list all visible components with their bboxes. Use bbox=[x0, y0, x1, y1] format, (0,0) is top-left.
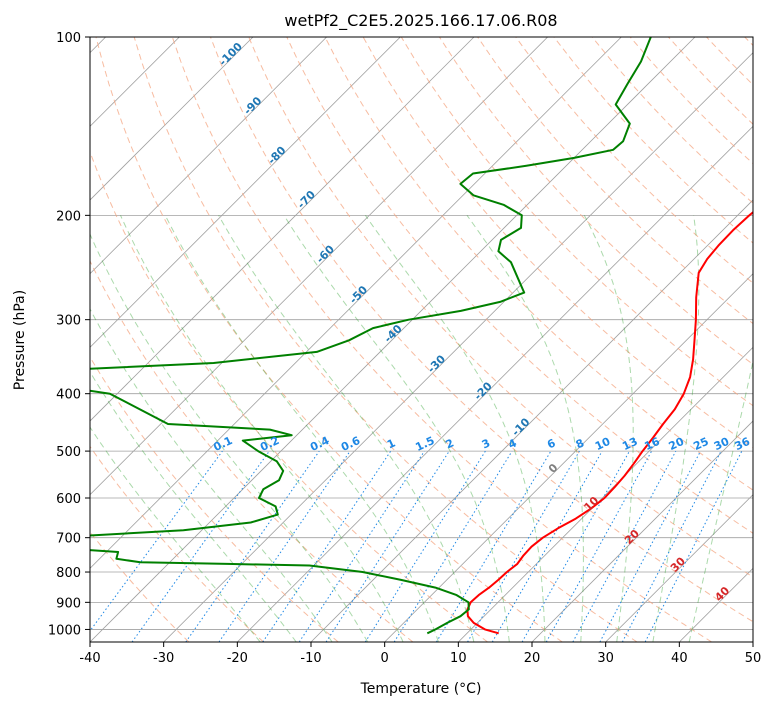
mixing-ratio-line bbox=[325, 450, 450, 642]
dry-adiabat-line bbox=[95, 37, 563, 642]
moist-adiabat-line bbox=[283, 215, 510, 642]
y-tick-label: 200 bbox=[56, 209, 81, 224]
moist-adiabat-line bbox=[164, 215, 439, 642]
isotherm-line bbox=[90, 37, 401, 348]
dry-adiabat-line bbox=[90, 259, 414, 642]
isotherm-line bbox=[90, 37, 254, 201]
sounding-profiles bbox=[90, 37, 753, 635]
moist-adiabat-line bbox=[120, 215, 404, 642]
y-tick-label: 1000 bbox=[48, 623, 81, 638]
mixing-ratio-line bbox=[467, 450, 580, 642]
x-axis-label: Temperature (°C) bbox=[360, 681, 482, 697]
isotherm-line bbox=[90, 37, 696, 642]
y-tick-label: 700 bbox=[56, 532, 81, 547]
temperature-profile-line bbox=[466, 210, 753, 635]
moist-adiabat-line bbox=[364, 215, 546, 642]
mixing-ratio-line bbox=[545, 450, 653, 642]
dry-adiabat-line bbox=[171, 37, 712, 642]
x-tick-label: 10 bbox=[450, 651, 467, 666]
moist-adiabat-line bbox=[652, 215, 700, 642]
dry-adiabat-line bbox=[515, 37, 753, 284]
mixing-ratio-line bbox=[393, 450, 513, 642]
y-tick-label: 900 bbox=[56, 596, 81, 611]
y-axis-ticks: 1000 900 800 700 600 500 400 300 200 100 bbox=[48, 31, 90, 638]
dry-adiabat-line bbox=[248, 37, 753, 578]
isotherm-line bbox=[90, 37, 327, 275]
y-tick-label: 400 bbox=[56, 388, 81, 403]
x-tick-label: 20 bbox=[524, 651, 541, 666]
x-tick-label: -10 bbox=[300, 651, 321, 666]
moist-adiabat-line bbox=[466, 215, 584, 642]
y-tick-label: 600 bbox=[56, 492, 81, 507]
x-tick-label: 0 bbox=[381, 651, 389, 666]
x-tick-label: 40 bbox=[671, 651, 688, 666]
isotherm-line bbox=[90, 37, 622, 569]
x-tick-label: 30 bbox=[597, 651, 614, 666]
y-tick-label: 800 bbox=[56, 566, 81, 581]
dry-adiabat-line bbox=[90, 445, 264, 642]
mixing-ratio-lines bbox=[90, 450, 743, 642]
isotherm-line bbox=[90, 37, 548, 496]
x-axis-ticks: -40 -30 -20 -10 0 10 20 30 40 50 bbox=[79, 642, 761, 666]
mixing-ratio-line bbox=[435, 450, 552, 642]
mixing-ratio-line bbox=[572, 450, 677, 642]
mixing-ratio-label: 36 bbox=[733, 435, 753, 453]
isotherm-line bbox=[458, 346, 753, 642]
dry-adiabat-line bbox=[286, 37, 753, 534]
moist-adiabat-line bbox=[90, 232, 369, 642]
mixing-ratio-line bbox=[491, 450, 603, 642]
isotherm-line bbox=[605, 494, 753, 642]
dry-adiabat-line bbox=[324, 37, 753, 491]
moist-adiabat-line bbox=[583, 215, 634, 642]
isotherm-line bbox=[237, 125, 753, 642]
x-tick-label: 50 bbox=[745, 651, 762, 666]
mixing-ratio-line bbox=[218, 450, 351, 642]
dry-adiabat-line bbox=[90, 356, 339, 642]
mixing-ratio-label: 16 bbox=[642, 435, 662, 453]
isobar-lines bbox=[90, 37, 753, 630]
mixing-ratio-line bbox=[364, 450, 486, 642]
mixing-ratio-label: 20 bbox=[667, 435, 687, 453]
mixing-ratio-line bbox=[521, 450, 630, 642]
y-tick-label: 100 bbox=[56, 31, 81, 46]
x-tick-label: -20 bbox=[227, 651, 248, 666]
x-tick-label: -30 bbox=[153, 651, 174, 666]
dry-adiabat-line bbox=[133, 37, 638, 642]
mixing-ratio-line bbox=[185, 450, 320, 642]
moist-adiabat-line bbox=[90, 308, 333, 642]
mixing-ratio-label: 30 bbox=[712, 435, 732, 453]
moist-adiabat-line bbox=[90, 370, 297, 642]
y-tick-label: 500 bbox=[56, 445, 81, 460]
chart-title: wetPf2_C2E5.2025.166.17.06.R08 bbox=[284, 11, 557, 31]
isotherm-line bbox=[384, 273, 753, 642]
mixing-ratio-label: 25 bbox=[691, 435, 710, 453]
plot-frame bbox=[89, 36, 754, 643]
x-tick-label: -40 bbox=[79, 651, 100, 666]
dry-adiabat-line bbox=[210, 37, 753, 623]
plot-area bbox=[90, 37, 753, 642]
mixing-ratio-label: 13 bbox=[620, 435, 639, 453]
dry-adiabat-lines bbox=[90, 37, 753, 642]
y-axis-label: Pressure (hPa) bbox=[12, 290, 28, 390]
moist-adiabat-line bbox=[90, 426, 261, 642]
y-tick-label: 300 bbox=[56, 314, 81, 329]
isotherm-line bbox=[531, 420, 753, 642]
isotherm-line bbox=[90, 37, 475, 422]
dewpoint-profile-line bbox=[90, 37, 652, 635]
isotherm-line bbox=[163, 52, 753, 642]
mixing-ratio-label: 10 bbox=[593, 435, 613, 453]
